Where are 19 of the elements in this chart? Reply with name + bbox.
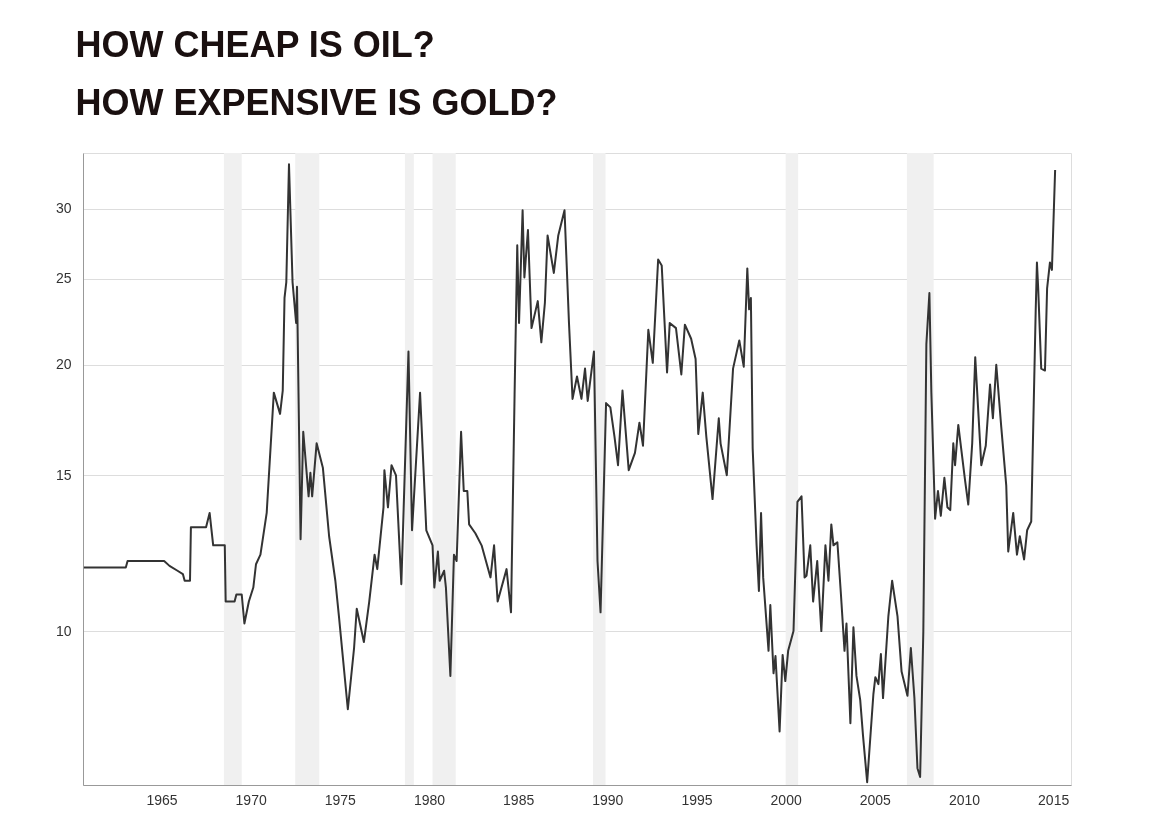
line-series — [82, 163, 1057, 784]
x-tick-label: 1970 — [235, 791, 267, 808]
x-tick-label: 1980 — [413, 791, 446, 808]
chart-title: HOW CHEAP IS OIL? — [75, 24, 435, 65]
x-tick-label: 1985 — [503, 791, 535, 808]
y-tick-label: 10 — [55, 622, 72, 639]
x-tick-label: 1965 — [146, 791, 178, 808]
chart-subtitle: HOW EXPENSIVE IS GOLD? — [75, 82, 558, 123]
x-tick-label: 2000 — [770, 791, 802, 808]
x-tick-label: 2015 — [1038, 791, 1070, 808]
x-tick-label: 1990 — [592, 791, 624, 808]
x-tick-label: 1995 — [681, 791, 713, 808]
x-tick-label: 2010 — [948, 791, 981, 808]
y-tick-label: 15 — [55, 466, 72, 483]
y-tick-label: 30 — [55, 200, 72, 217]
x-tick-label: 2005 — [859, 791, 892, 808]
y-tick-label: 20 — [55, 356, 72, 373]
y-tick-label: 25 — [55, 270, 72, 287]
x-tick-label: 1975 — [324, 791, 357, 808]
